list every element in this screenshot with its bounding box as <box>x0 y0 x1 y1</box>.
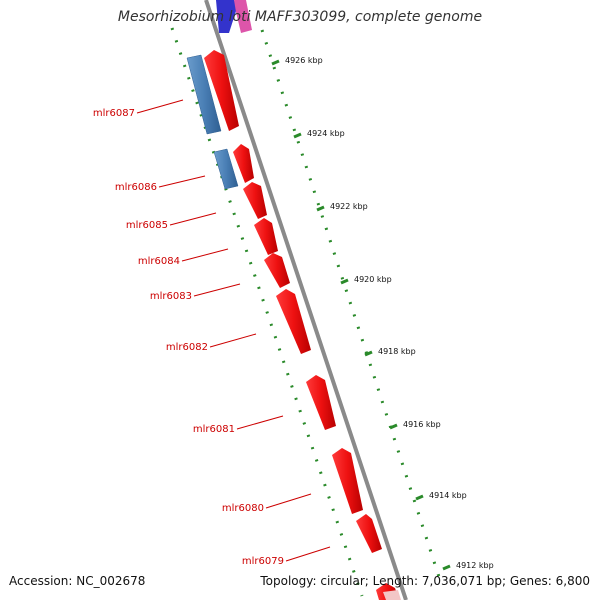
kbp-tick-mark <box>340 278 349 285</box>
genome-summary-text: Topology: circular; Length: 7,036,071 bp… <box>260 574 590 588</box>
kbp-tick-label: 4912 kbp <box>456 561 494 570</box>
gene-label-leader-line <box>181 248 229 262</box>
gene-red-6 <box>276 289 311 354</box>
kbp-tick-label: 4920 kbp <box>354 275 392 284</box>
gene-label-mlr6080: mlr6080 <box>222 503 264 514</box>
kbp-tick-mark <box>364 350 373 357</box>
gene-label-leader-line <box>158 175 206 188</box>
kbp-tick-mark <box>293 132 302 139</box>
gene-red-3 <box>243 182 267 219</box>
kbp-tick-mark <box>271 59 280 66</box>
gene-label-leader-line <box>236 415 284 430</box>
top-blue-gene <box>216 0 237 33</box>
kbp-tick-label: 4916 kbp <box>403 420 441 429</box>
kbp-tick-mark <box>316 205 325 212</box>
kbp-tick-mark <box>442 564 451 571</box>
inner-dotted-track <box>170 27 364 597</box>
genome-title: Mesorhizobium loti MAFF303099, complete … <box>117 9 483 25</box>
genome-backbone <box>204 0 408 600</box>
gene-mlr6087-reverse <box>186 54 222 135</box>
gene-red-8 <box>332 448 363 514</box>
gene-red-5 <box>264 253 290 288</box>
top-pink-gene <box>234 0 252 33</box>
accession-text: Accession: NC_002678 <box>9 574 146 588</box>
gene-label-leader-line <box>265 493 312 509</box>
outer-dotted-track <box>260 29 442 581</box>
gene-red-2 <box>233 144 254 183</box>
gene-mlr6086-reverse <box>213 148 239 190</box>
gene-label-mlr6081: mlr6081 <box>193 424 235 435</box>
kbp-tick-label: 4922 kbp <box>330 202 368 211</box>
bottom-pink-gene <box>383 590 401 600</box>
kbp-tick-label: 4926 kbp <box>285 56 323 65</box>
gene-label-mlr6083: mlr6083 <box>150 291 192 302</box>
gene-label-mlr6082: mlr6082 <box>166 342 208 353</box>
gene-red-9 <box>356 514 382 553</box>
gene-label-mlr6087: mlr6087 <box>93 108 135 119</box>
gene-red-7 <box>306 375 336 430</box>
gene-label-mlr6084: mlr6084 <box>138 256 180 267</box>
kbp-tick-label: 4924 kbp <box>307 129 345 138</box>
gene-labels: mlr6087 mlr6086 mlr6085 mlr6084 mlr6083 mlr60… <box>93 99 331 567</box>
kbp-tick-label: 4914 kbp <box>429 491 467 500</box>
gene-label-leader-line <box>193 283 241 297</box>
kbp-ticks: 4926 kbp 4924 kbp 4922 kbp 4920 kbp 4918 kbp… <box>271 56 494 571</box>
gene-label-leader-line <box>136 99 184 114</box>
gene-label-mlr6079: mlr6079 <box>242 556 284 567</box>
gene-label-leader-line <box>169 212 217 226</box>
kbp-tick-label: 4918 kbp <box>378 347 416 356</box>
kbp-tick-mark <box>415 494 424 501</box>
gene-label-leader-line <box>285 546 331 562</box>
gene-label-leader-line <box>209 333 257 348</box>
gene-red-4 <box>254 218 278 255</box>
gene-label-mlr6086: mlr6086 <box>115 182 157 193</box>
gene-label-mlr6085: mlr6085 <box>126 220 168 231</box>
kbp-tick-mark <box>389 423 398 430</box>
gene-red-1 <box>204 50 239 131</box>
